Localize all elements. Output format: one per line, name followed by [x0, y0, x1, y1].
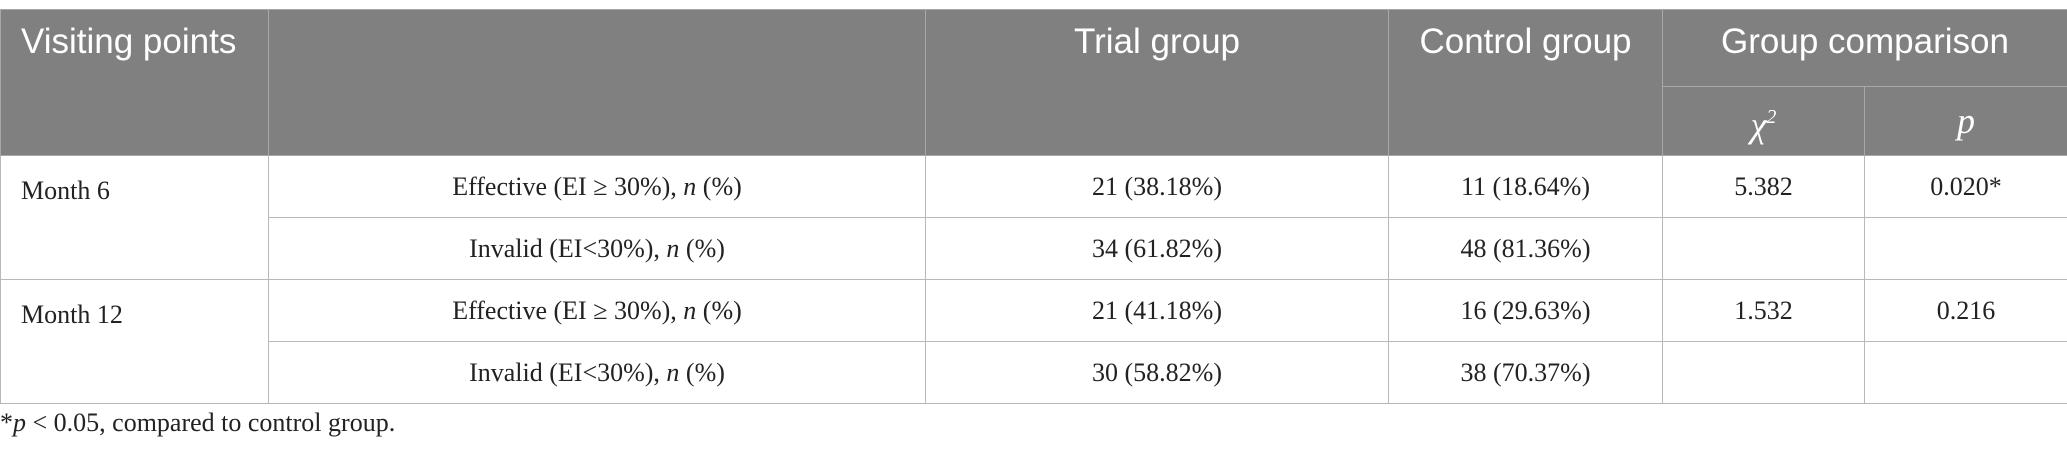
trial-cell: 21 (38.18%) [925, 155, 1389, 218]
control-cell: 16 (29.63%) [1388, 279, 1663, 342]
trial-cell: 30 (58.82%) [925, 341, 1389, 404]
header-control-group: Control group [1388, 9, 1663, 156]
table-row: Invalid (EI<30%), n (%) 34 (61.82%) 48 (… [1, 217, 2067, 280]
outcome-cell: Effective (EI ≥ 30%), n (%) [268, 155, 926, 218]
outcome-cell: Invalid (EI<30%), n (%) [268, 341, 926, 404]
header-trial-group: Trial group [925, 9, 1389, 156]
p-cell [1863, 217, 2067, 280]
p-cell: 0.020* [1863, 155, 2067, 218]
header-outcome [268, 9, 926, 156]
outcome-cell: Invalid (EI<30%), n (%) [268, 217, 926, 280]
table-footnote: *p < 0.05, compared to control group. [0, 408, 396, 437]
table-row: Invalid (EI<30%), n (%) 30 (58.82%) 38 (… [1, 341, 2067, 404]
results-table: Visiting points Trial group Control grou… [0, 9, 2067, 404]
header-p: p [1863, 86, 2067, 156]
header-chi-square: χ2 [1662, 86, 1865, 156]
trial-cell: 21 (41.18%) [925, 279, 1389, 342]
outcome-cell: Effective (EI ≥ 30%), n (%) [268, 279, 926, 342]
control-cell: 11 (18.64%) [1388, 155, 1663, 218]
p-cell [1863, 341, 2067, 404]
header-visiting-points: Visiting points [0, 9, 269, 156]
table-row: Month 6 Effective (EI ≥ 30%), n (%) 21 (… [0, 155, 2067, 280]
control-cell: 48 (81.36%) [1388, 217, 1663, 280]
chi2-cell [1662, 217, 1865, 280]
visit-cell: Month 6 [0, 155, 269, 280]
trial-cell: 34 (61.82%) [925, 217, 1389, 280]
control-cell: 38 (70.37%) [1388, 341, 1663, 404]
visit-cell: Month 12 [0, 279, 269, 404]
chi2-cell [1662, 341, 1865, 404]
table-row: Month 12 Effective (EI ≥ 30%), n (%) 21 … [0, 279, 2067, 404]
header-group-comparison: Group comparison [1661, 9, 2067, 87]
chi2-cell: 5.382 [1662, 155, 1865, 218]
p-cell: 0.216 [1863, 279, 2067, 342]
chi2-cell: 1.532 [1662, 279, 1865, 342]
